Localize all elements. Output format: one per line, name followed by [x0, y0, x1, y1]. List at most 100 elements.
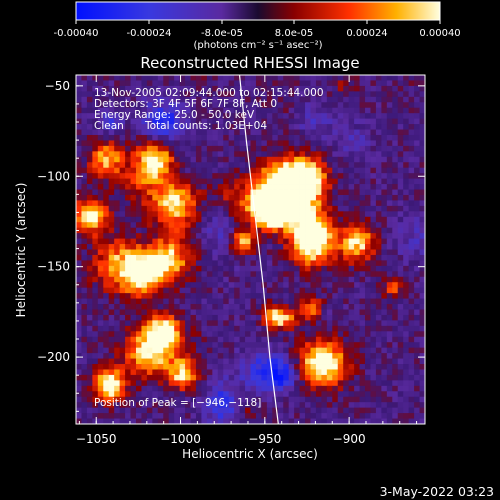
heatmap-cell [321, 96, 328, 103]
heatmap-cell [250, 162, 257, 169]
heatmap-cell [332, 364, 339, 370]
heatmap-cell [266, 364, 273, 370]
heatmap-cell [217, 380, 224, 387]
heatmap-cell [343, 254, 350, 261]
heatmap-cell [392, 342, 399, 349]
heatmap-cell [245, 134, 251, 141]
heatmap-cell [370, 227, 377, 234]
heatmap-cell [414, 336, 420, 343]
heatmap-cell [403, 249, 410, 256]
heatmap-cell [386, 118, 393, 125]
heatmap-cell [337, 402, 344, 409]
heatmap-cell [103, 418, 110, 424]
heatmap-cell [174, 314, 181, 321]
heatmap-cell [168, 314, 175, 321]
heatmap-cell [201, 156, 208, 163]
heatmap-cell [294, 244, 300, 250]
heatmap-cell [125, 200, 131, 207]
heatmap-cell [277, 80, 284, 87]
heatmap-cell [354, 265, 360, 272]
heatmap-cell [108, 254, 115, 261]
heatmap-cell [294, 107, 300, 114]
heatmap-cell [76, 260, 82, 267]
heatmap-cell [190, 293, 197, 299]
heatmap-cell [392, 80, 399, 87]
heatmap-cell [125, 140, 131, 147]
heatmap-cell [163, 336, 170, 343]
heatmap-cell [266, 265, 273, 272]
colorbar-tick-label: -0.00040 [54, 28, 99, 39]
heatmap-cell [92, 254, 99, 261]
heatmap-cell [283, 260, 290, 267]
heatmap-cell [321, 124, 328, 130]
heatmap-cell [321, 129, 328, 136]
heatmap-cell [403, 205, 410, 212]
heatmap-cell [348, 233, 355, 239]
heatmap-cell [125, 233, 131, 239]
heatmap-cell [86, 244, 93, 250]
heatmap-cell [261, 353, 268, 359]
heatmap-cell [234, 145, 240, 152]
heatmap-cell [255, 325, 262, 332]
heatmap-cell [201, 205, 208, 212]
heatmap-cell [86, 287, 93, 294]
heatmap-cell [245, 385, 251, 392]
heatmap-cell [86, 271, 93, 278]
heatmap-cell [403, 265, 410, 272]
heatmap-cell [414, 129, 420, 136]
heatmap-cell [217, 96, 224, 103]
heatmap-cell [381, 304, 388, 310]
heatmap-cell [146, 282, 153, 289]
heatmap-cell [332, 102, 339, 109]
heatmap-cell [419, 325, 425, 332]
heatmap-cell [386, 134, 393, 141]
heatmap-cell [370, 134, 377, 141]
heatmap-cell [146, 162, 153, 169]
heatmap-cell [185, 205, 191, 212]
heatmap-cell [370, 271, 377, 278]
heatmap-cell [370, 254, 377, 261]
heatmap-cell [332, 249, 339, 256]
heatmap-cell [76, 325, 82, 332]
heatmap-cell [375, 96, 382, 103]
heatmap-cell [157, 173, 164, 180]
heatmap-cell [294, 200, 300, 207]
heatmap-cell [326, 418, 333, 424]
heatmap-cell [250, 353, 257, 359]
heatmap-cell [141, 314, 148, 321]
heatmap-cell [179, 151, 186, 158]
heatmap-cell [337, 129, 344, 136]
heatmap-cell [239, 331, 246, 338]
heatmap-cell [190, 369, 197, 376]
heatmap-cell [130, 396, 137, 403]
heatmap-cell [283, 173, 290, 180]
heatmap-cell [157, 364, 164, 370]
heatmap-cell [272, 260, 279, 267]
heatmap-cell [168, 249, 175, 256]
heatmap-cell [146, 145, 153, 152]
heatmap-cell [283, 134, 290, 141]
heatmap-cell [234, 173, 240, 180]
heatmap-cell [135, 227, 142, 234]
heatmap-cell [108, 314, 115, 321]
heatmap-cell [381, 173, 388, 180]
heatmap-cell [86, 102, 93, 109]
heatmap-cell [332, 189, 339, 196]
heatmap-cell [228, 118, 235, 125]
heatmap-cell [185, 91, 191, 98]
heatmap-cell [343, 391, 350, 398]
heatmap-cell [108, 396, 115, 403]
heatmap-cell [146, 205, 153, 212]
heatmap-cell [212, 304, 219, 310]
heatmap-cell [321, 140, 328, 147]
heatmap-cell [234, 167, 240, 174]
heatmap-cell [315, 216, 322, 223]
heatmap-cell [403, 134, 410, 141]
heatmap-cell [81, 293, 88, 299]
heatmap-cell [130, 189, 137, 196]
heatmap-cell [403, 325, 410, 332]
heatmap-cell [223, 102, 230, 109]
heatmap-cell [359, 260, 366, 267]
heatmap-cell [386, 178, 393, 185]
heatmap-cell [294, 298, 300, 305]
